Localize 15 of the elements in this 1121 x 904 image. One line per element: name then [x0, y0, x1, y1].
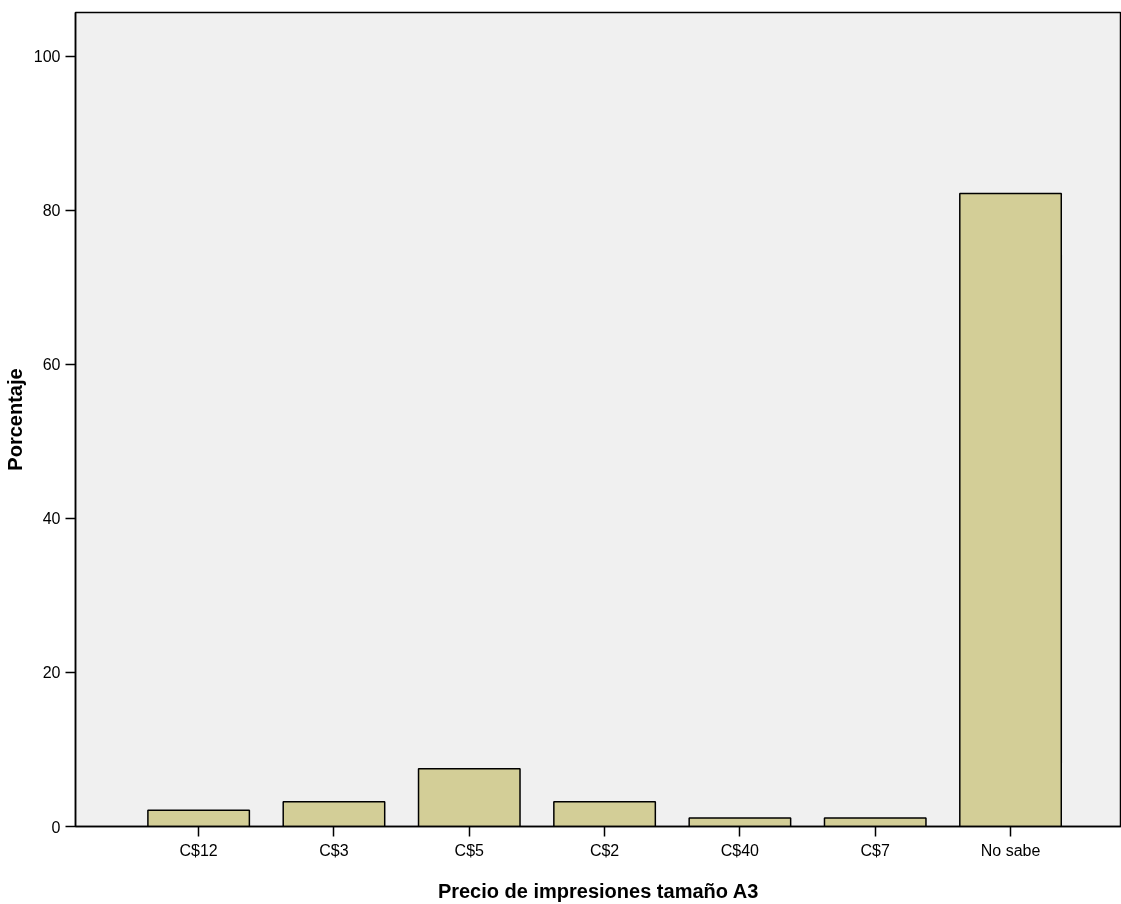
y-tick-label: 40	[42, 510, 61, 528]
x-tick-label: C$5	[454, 841, 485, 859]
x-tick-label: No sabe	[980, 841, 1041, 859]
x-tick-label: C$7	[860, 841, 890, 859]
x-tick-label: C$2	[589, 841, 620, 859]
y-tick-label: 80	[42, 202, 61, 220]
x-tick-label: C$40	[720, 841, 760, 859]
x-tick-label: C$3	[319, 841, 349, 859]
y-tick-label: 20	[42, 664, 61, 682]
y-axis-title: Porcentaje	[3, 368, 26, 471]
y-tick-label: 0	[51, 818, 61, 836]
y-tick-label: 100	[33, 48, 61, 66]
x-axis-title: Precio de impresiones tamaño A3	[437, 879, 759, 902]
x-tick-label: C$12	[179, 841, 218, 859]
y-tick-label: 60	[42, 356, 61, 374]
